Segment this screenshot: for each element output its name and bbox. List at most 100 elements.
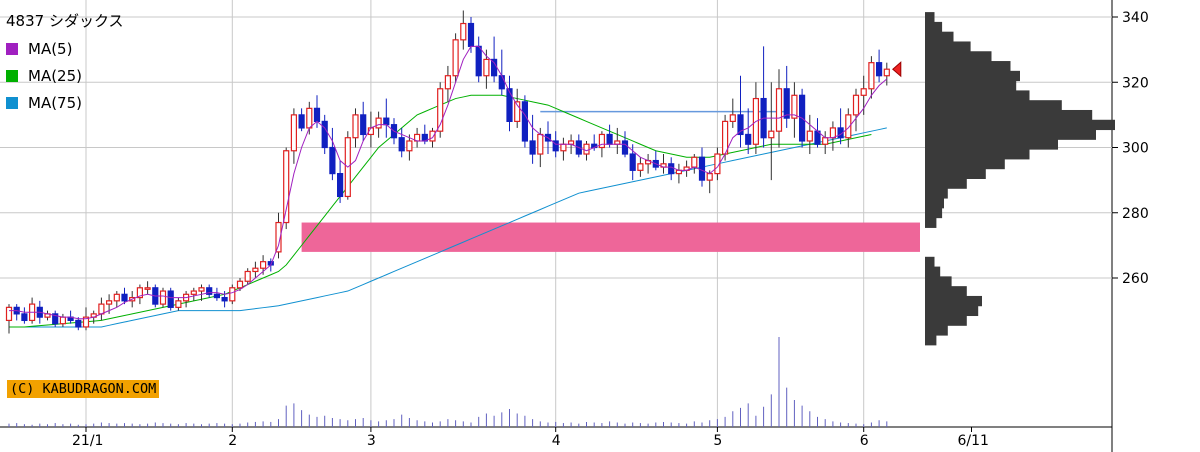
candle-body xyxy=(621,140,629,155)
candle-body xyxy=(521,101,529,142)
volume-profile-bar xyxy=(925,12,935,23)
x-tick-label: 5 xyxy=(713,433,722,449)
volume-profile-bar xyxy=(925,256,935,268)
volume-profile-bar xyxy=(925,21,943,33)
candle-body xyxy=(583,143,590,155)
candle-body xyxy=(98,303,105,315)
ma75-line xyxy=(9,127,887,328)
ma5-label: MA(5) xyxy=(28,39,73,58)
volume-profile-bar xyxy=(925,51,992,62)
volume-profile-bar xyxy=(925,90,1030,101)
volume-profile-bar xyxy=(925,109,1093,121)
volume-profile-bar xyxy=(925,100,1062,111)
candle-body xyxy=(637,163,644,171)
candle-body xyxy=(783,88,790,119)
candle-body xyxy=(144,287,151,290)
candle-body xyxy=(691,156,698,168)
candle-body xyxy=(352,114,359,139)
x-tick-label: 6/11 xyxy=(958,433,989,449)
candle-body xyxy=(883,68,890,77)
candle-body xyxy=(475,45,482,77)
candle-body xyxy=(360,114,367,136)
candle-body xyxy=(229,287,236,302)
candle-body xyxy=(706,173,713,181)
volume-profile-bar xyxy=(925,80,1017,91)
candle-body xyxy=(82,316,90,328)
candle-body xyxy=(213,293,220,299)
y-tick-label: 260 xyxy=(1122,271,1149,287)
candle-body xyxy=(105,300,113,305)
candle-body xyxy=(375,117,382,129)
candle-body xyxy=(306,107,313,129)
volume-profile-bar xyxy=(925,305,979,317)
legend-item-ma5: MA(5) xyxy=(6,35,124,62)
candle-body xyxy=(290,114,297,152)
candle-body xyxy=(606,133,613,145)
candle-body xyxy=(852,94,860,116)
candle-body xyxy=(52,313,59,325)
candle-body xyxy=(337,173,344,198)
candle-body xyxy=(329,146,336,175)
candle-body xyxy=(383,117,390,126)
volume-profile-bar xyxy=(925,158,1005,170)
candle-body xyxy=(275,221,282,253)
candle-body xyxy=(236,280,244,289)
volume-profile-bar xyxy=(925,129,1096,140)
volume-profile-bar xyxy=(925,119,1115,131)
candle-body xyxy=(806,130,813,142)
candle-body xyxy=(121,293,128,302)
volume-profile-bar xyxy=(925,70,1020,82)
copyright-label: (C) KABUDRAGON.COM xyxy=(7,380,160,398)
candle-body xyxy=(244,270,251,282)
volume-profile-bar xyxy=(925,207,943,219)
candle-body xyxy=(868,62,875,90)
volume-profile-bar xyxy=(925,178,967,189)
candle-body xyxy=(860,88,867,96)
current-price-marker xyxy=(892,61,902,78)
candle-body xyxy=(321,120,328,149)
volume-profile-bar xyxy=(925,139,1058,150)
x-tick-label: 21/1 xyxy=(72,433,103,449)
candle-body xyxy=(5,306,13,322)
ma5-swatch xyxy=(6,42,18,55)
volume-profile-bar xyxy=(925,198,944,209)
candle-body xyxy=(460,22,467,41)
candle-body xyxy=(136,287,143,299)
candle-body xyxy=(406,140,413,152)
candle-body xyxy=(875,62,883,77)
volume-profile-bar xyxy=(925,188,948,199)
ma25-label: MA(25) xyxy=(28,66,82,85)
candle-body xyxy=(21,313,28,322)
y-tick-label: 280 xyxy=(1122,206,1149,222)
candle-body xyxy=(167,290,174,308)
ma5-line xyxy=(9,45,888,320)
chart-title: 4837 シダックス xyxy=(6,12,124,30)
volume-profile-bar xyxy=(925,168,986,179)
candle-body xyxy=(298,114,305,129)
candle-body xyxy=(260,261,267,269)
ma75-swatch xyxy=(6,96,18,109)
candle-body xyxy=(629,153,636,171)
candle-body xyxy=(59,316,67,325)
candle-body xyxy=(452,39,459,77)
legend-item-ma75: MA(75) xyxy=(6,89,124,116)
y-tick-label: 340 xyxy=(1122,10,1149,26)
candle-body xyxy=(506,88,513,123)
candle-body xyxy=(775,88,783,132)
candle-body xyxy=(560,143,567,152)
candle-body xyxy=(514,101,521,122)
ma75-label: MA(75) xyxy=(28,93,82,112)
volume-profile-bar xyxy=(925,325,948,336)
candle-body xyxy=(829,127,837,139)
x-tick-label: 6 xyxy=(860,433,869,449)
candle-body xyxy=(159,290,167,305)
candle-body xyxy=(444,75,451,90)
candle-body xyxy=(668,163,675,175)
legend: 4837 シダックス MA(5) MA(25) MA(75) xyxy=(6,10,124,116)
volume-profile-bar xyxy=(925,335,937,346)
volume-profile-bar xyxy=(925,149,1030,160)
candle-body xyxy=(537,133,544,155)
candle-body xyxy=(822,137,829,145)
candle-body xyxy=(175,300,182,308)
volume-profile-bar xyxy=(925,31,954,42)
